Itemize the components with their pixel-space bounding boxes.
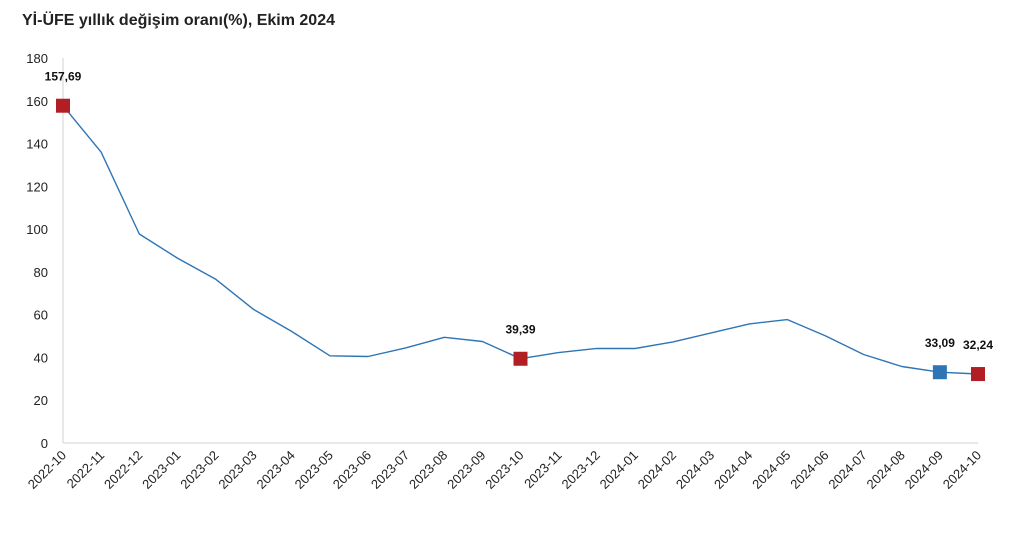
axes [62, 58, 978, 444]
y-tick-label: 20 [34, 393, 48, 408]
x-tick-label: 2023-08 [406, 448, 450, 492]
y-tick-label: 0 [41, 436, 48, 451]
x-tick-label: 2023-12 [559, 448, 603, 492]
y-tick-label: 120 [26, 179, 48, 194]
x-tick-label: 2024-08 [864, 448, 908, 492]
y-tick-label: 80 [34, 265, 48, 280]
y-axis-ticks: 0 20 40 60 80 100 120 140 160 180 [26, 51, 48, 451]
x-tick-label: 2023-09 [444, 448, 488, 492]
markers [56, 98, 985, 382]
y-tick-label: 160 [26, 94, 48, 109]
x-tick-label: 2022-10 [25, 448, 69, 492]
data-label: 33,09 [925, 336, 955, 350]
x-tick-label: 2024-02 [635, 448, 679, 492]
x-tick-label: 2024-09 [902, 448, 946, 492]
data-label: 32,24 [963, 338, 993, 352]
x-tick-label: 2023-01 [139, 448, 183, 492]
x-tick-label: 2024-04 [711, 448, 755, 492]
x-tick-label: 2022-12 [101, 448, 145, 492]
y-tick-label: 140 [26, 137, 48, 152]
x-tick-label: 2022-11 [64, 448, 108, 492]
x-tick-label: 2023-05 [292, 448, 336, 492]
x-tick-label: 2023-11 [521, 448, 565, 492]
data-point-marker [932, 365, 947, 380]
x-tick-label: 2024-03 [673, 448, 717, 492]
y-tick-label: 180 [26, 51, 48, 66]
y-tick-label: 100 [26, 222, 48, 237]
x-tick-label: 2024-06 [787, 448, 831, 492]
data-point-marker [971, 367, 985, 382]
x-tick-label: 2023-02 [177, 448, 221, 492]
data-labels: 157,69 39,39 33,09 32,24 [45, 70, 994, 352]
data-label: 157,69 [45, 70, 82, 84]
x-tick-label: 2024-07 [825, 448, 869, 492]
x-axis-ticks: 2022-102022-112022-122023-012023-022023-… [25, 448, 984, 492]
y-tick-label: 60 [34, 308, 48, 323]
x-tick-label: 2024-05 [749, 448, 793, 492]
data-point-marker [56, 98, 70, 113]
x-tick-label: 2024-01 [597, 448, 641, 492]
chart-title: Yİ-ÜFE yıllık değişim oranı(%), Ekim 202… [22, 12, 335, 29]
data-point-marker [513, 351, 528, 366]
y-tick-label: 40 [34, 350, 48, 365]
data-label: 39,39 [505, 323, 535, 337]
x-tick-label: 2024-10 [940, 448, 984, 492]
x-tick-label: 2023-03 [215, 448, 259, 492]
x-tick-label: 2023-10 [482, 448, 526, 492]
x-tick-label: 2023-07 [368, 448, 412, 492]
x-tick-label: 2023-06 [330, 448, 374, 492]
x-tick-label: 2023-04 [254, 448, 298, 492]
